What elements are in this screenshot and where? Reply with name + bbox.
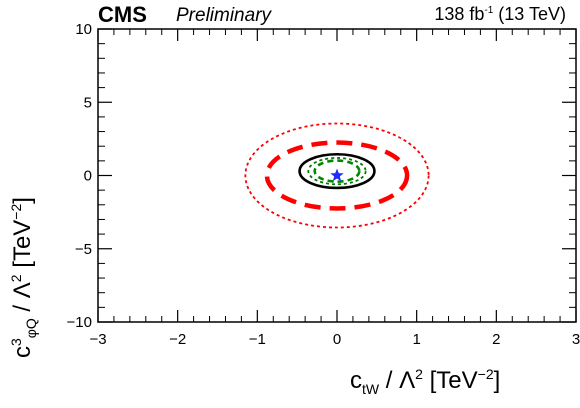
y-tick-label: −5 <box>75 241 92 258</box>
x-tick-label: 1 <box>412 331 420 348</box>
contour-dashed-4 <box>313 159 361 183</box>
y-axis-close: ] <box>9 197 36 204</box>
y-axis-unit: [TeV <box>9 219 36 275</box>
status-label: Preliminary <box>176 5 272 26</box>
y-tick-label: −10 <box>67 314 92 331</box>
y-axis-var: c <box>9 346 36 358</box>
contour-dotted-0 <box>244 122 430 229</box>
contour-group <box>244 122 430 229</box>
luminosity-unit-exponent: -1 <box>484 5 494 16</box>
x-axis-ticks: −3 −2 −1 0 1 2 3 <box>89 29 580 348</box>
x-tick-label: −3 <box>89 331 106 348</box>
x-axis-rest: / Λ <box>379 367 416 394</box>
x-tick-label: −1 <box>249 331 266 348</box>
x-tick-label: 2 <box>492 331 500 348</box>
y-axis-title: c3φQ / Λ2 [TeV−2] <box>8 197 39 358</box>
x-tick-label: 3 <box>572 331 580 348</box>
luminosity-label: 138 fb-1 (13 TeV) <box>434 4 566 25</box>
y-axis-sup: 2 <box>8 274 24 283</box>
best-fit-group <box>330 168 344 182</box>
contour-dashed-1 <box>264 140 410 211</box>
y-axis-var-sub: φQ <box>22 318 39 339</box>
y-axis-unit-sup: −2 <box>8 203 24 220</box>
experiment-label: CMS <box>98 2 147 27</box>
x-axis-title: ctW / Λ2 [TeV−2] <box>350 366 500 397</box>
energy-label: (13 TeV) <box>498 4 566 24</box>
luminosity-value: 138 fb <box>434 4 485 24</box>
x-axis-sup: 2 <box>415 366 423 382</box>
x-axis-var-sub: tW <box>362 380 380 397</box>
contour-dotted-3 <box>307 157 367 186</box>
y-axis-rest: / Λ <box>9 282 36 319</box>
contour-solid-2 <box>298 152 376 190</box>
best-fit-star <box>330 168 344 182</box>
x-axis-unit-sup: −2 <box>477 366 494 382</box>
x-axis-unit: [TeV <box>422 367 478 394</box>
x-tick-label: −2 <box>169 331 186 348</box>
y-tick-label: 5 <box>84 94 92 111</box>
x-tick-label: 0 <box>333 331 341 348</box>
y-tick-label: 0 <box>84 168 92 185</box>
x-axis-var: c <box>350 367 362 394</box>
x-axis-close: ] <box>493 367 501 394</box>
y-axis-var-sup: 3 <box>8 338 24 346</box>
y-axis-ticks: −10 −5 0 5 10 <box>67 21 576 331</box>
y-tick-label: 10 <box>75 21 92 38</box>
